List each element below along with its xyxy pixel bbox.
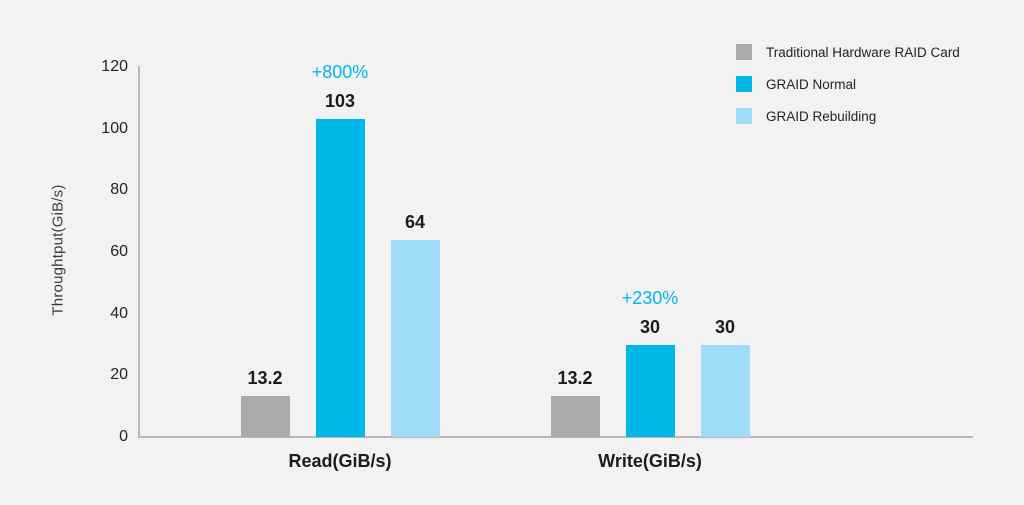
x-axis-line (138, 436, 973, 438)
legend-item-traditional-hardware-raid-card: Traditional Hardware RAID Card (736, 44, 960, 60)
bar-traditional-hardware-raid-card-read-gib-s (240, 396, 290, 437)
y-axis-title: Throughtput(GiB/s) (49, 184, 67, 316)
bar-graid-rebuilding-write-gib-s (700, 344, 750, 437)
legend-swatch-traditional-hardware-raid-card (736, 44, 752, 60)
y-tick-label-60: 60 (110, 243, 128, 260)
value-label-traditional-hardware-raid-card-read-gib-s: 13.2 (247, 368, 283, 389)
value-label-graid-rebuilding-write-gib-s: 30 (714, 316, 736, 337)
legend-label-traditional-hardware-raid-card: Traditional Hardware RAID Card (766, 44, 960, 60)
legend-label-graid-normal: GRAID Normal (766, 76, 857, 92)
legend-swatch-graid-normal (736, 76, 752, 92)
value-label-graid-normal-write-gib-s: 30 (639, 316, 661, 337)
bar-graid-normal-write-gib-s (625, 344, 675, 437)
legend-swatch-graid-rebuilding (736, 108, 752, 124)
y-tick-label-40: 40 (110, 304, 128, 322)
value-label-graid-normal-read-gib-s: 103 (324, 91, 356, 112)
category-label-read-gib-s: Read(GiB/s) (288, 451, 392, 471)
bar-graid-rebuilding-read-gib-s (390, 239, 440, 437)
category-label-write-gib-s: Write(GiB/s) (598, 451, 702, 471)
y-axis-line (138, 66, 140, 438)
legend-item-graid-normal: GRAID Normal (736, 76, 960, 92)
annotation-800: +800% (311, 62, 369, 83)
y-tick-label-120: 120 (101, 58, 128, 75)
bar-traditional-hardware-raid-card-write-gib-s (550, 396, 600, 437)
y-tick-label-0: 0 (119, 428, 128, 445)
value-label-traditional-hardware-raid-card-write-gib-s: 13.2 (557, 368, 593, 389)
y-tick-label-100: 100 (101, 119, 128, 137)
legend: Traditional Hardware RAID Card GRAID Norm… (736, 44, 960, 140)
bar-graid-normal-read-gib-s (315, 119, 365, 437)
legend-label-graid-rebuilding: GRAID Rebuilding (766, 108, 877, 124)
y-tick-label-80: 80 (110, 181, 128, 199)
value-label-graid-rebuilding-read-gib-s: 64 (404, 211, 426, 232)
legend-item-graid-rebuilding: GRAID Rebuilding (736, 108, 960, 124)
y-tick-label-20: 20 (110, 366, 128, 384)
annotation-230: +230% (621, 287, 679, 308)
